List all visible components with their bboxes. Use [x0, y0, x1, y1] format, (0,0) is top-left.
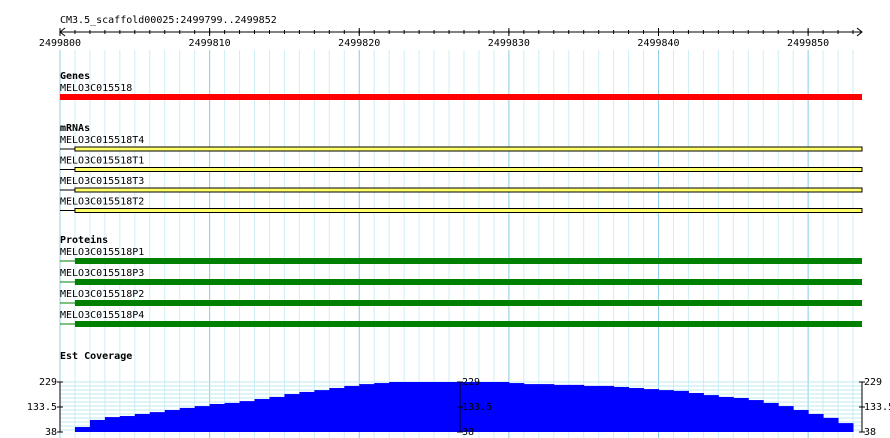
coverage-bar — [164, 410, 181, 432]
coverage-bar — [538, 384, 555, 432]
coverage-bar — [419, 382, 435, 432]
coverage-bar — [763, 402, 779, 432]
coverage-bar — [823, 417, 839, 432]
ruler-tick-label: 2499800 — [39, 38, 81, 49]
coverage-bar — [434, 382, 450, 432]
coverage-bar — [733, 397, 749, 432]
ruler-tick-label: 2499820 — [338, 38, 380, 49]
ruler-tick-label: 2499810 — [189, 38, 231, 49]
feature — [74, 208, 863, 213]
feature — [74, 146, 863, 152]
feature-label: MELO3C015518T3 — [60, 176, 144, 187]
feature — [74, 279, 862, 285]
coverage-bar — [194, 406, 211, 432]
coverage-tick-label: 229 — [462, 377, 480, 388]
coverage-bar — [568, 384, 585, 432]
coverage-bar — [314, 390, 330, 432]
coverage-tick-label: 133.5 — [27, 402, 57, 413]
coverage-tick-label: 229 — [39, 377, 57, 388]
feature-label: MELO3C015518P1 — [60, 247, 144, 258]
coverage-bar — [269, 396, 285, 432]
feature — [74, 321, 862, 327]
ruler-tick-label: 2499850 — [787, 38, 829, 49]
coverage-bar — [778, 406, 794, 432]
coverage-bar — [838, 423, 854, 432]
feature — [60, 94, 862, 100]
coverage-bar — [404, 382, 420, 432]
coverage-tick-label: 133.5 — [864, 402, 890, 413]
coverage-bar — [493, 382, 510, 432]
coverage-bar — [389, 382, 405, 432]
coverage-bar — [254, 399, 270, 432]
coverage-tick-label: 133.5 — [462, 402, 492, 413]
coverage-bar — [478, 382, 495, 432]
feature-label: MELO3C015518T2 — [60, 197, 144, 208]
coverage-bar — [748, 400, 764, 432]
coverage-bar — [523, 384, 540, 432]
coverage-bar — [658, 390, 674, 432]
feature-label: MELO3C015518P3 — [60, 268, 144, 279]
coverage-bar — [329, 388, 345, 432]
coverage-bar — [673, 390, 689, 432]
track-title: Est Coverage — [60, 351, 132, 362]
coverage-bar — [104, 417, 121, 432]
feature-label: MELO3C015518 — [60, 83, 132, 94]
track-title: mRNAs — [60, 123, 90, 134]
coverage-bar — [463, 382, 480, 432]
coverage-bar — [134, 413, 151, 432]
coverage-bar — [299, 391, 315, 432]
coverage-bar — [119, 416, 136, 432]
coverage-bar — [224, 402, 241, 432]
coverage-bar — [74, 427, 91, 432]
coverage-bar — [374, 383, 390, 432]
track-title: Genes — [60, 71, 90, 82]
ruler-tick-label: 2499840 — [637, 38, 679, 49]
coverage-bar — [613, 386, 630, 432]
feature-label: MELO3C015518P2 — [60, 289, 144, 300]
coverage-bar — [703, 395, 719, 432]
coverage-bar — [209, 403, 226, 432]
coverage-bar — [284, 394, 300, 432]
coverage-bar — [179, 407, 196, 432]
coverage-bar — [344, 385, 360, 432]
ruler-tick-label: 2499830 — [488, 38, 530, 49]
coverage-bar — [239, 401, 256, 432]
feature-label: MELO3C015518T1 — [60, 156, 144, 167]
coverage-tick-label: 38 — [45, 427, 57, 438]
track-title: Proteins — [60, 234, 108, 246]
feature — [74, 167, 863, 172]
coverage-bar — [583, 385, 600, 432]
coverage-tick-label: 229 — [864, 377, 882, 388]
coverage-bar — [688, 392, 704, 432]
feature — [74, 258, 862, 264]
coverage-bar — [598, 385, 615, 432]
coverage-tick-label: 38 — [864, 427, 876, 438]
coverage-tick-label: 38 — [462, 427, 474, 438]
feature-label: MELO3C015518P4 — [60, 310, 144, 321]
ruler-label: CM3.5_scaffold00025:2499799..2499852 — [60, 15, 277, 26]
feature — [74, 300, 862, 306]
coverage-bar — [643, 389, 660, 432]
coverage-bar — [718, 396, 734, 432]
coverage-bar — [359, 384, 375, 432]
feature-label: MELO3C015518T4 — [60, 135, 144, 146]
coverage-bar — [89, 419, 106, 432]
coverage-bar — [449, 382, 465, 432]
coverage-bar — [149, 412, 166, 432]
coverage-bar — [553, 384, 570, 432]
feature — [74, 187, 863, 193]
coverage-bar — [508, 383, 525, 432]
coverage-bar — [808, 413, 824, 432]
coverage-bar — [793, 410, 809, 432]
coverage-bar — [628, 388, 645, 432]
